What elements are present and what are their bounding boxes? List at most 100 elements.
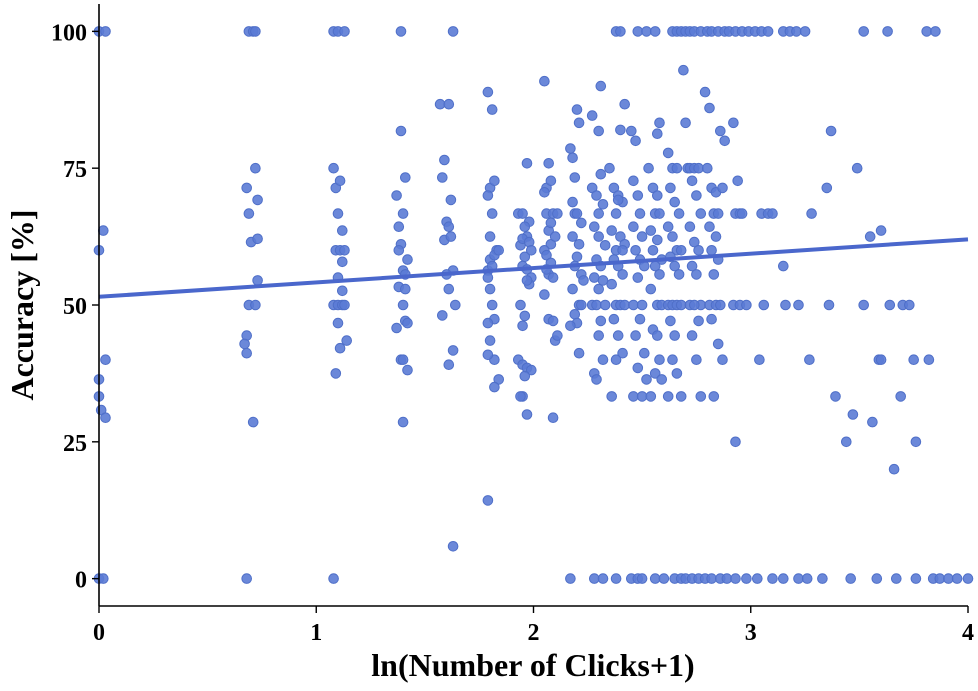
data-point [599, 299, 611, 311]
data-point [482, 272, 494, 283]
data-point [521, 158, 533, 169]
data-point [591, 374, 602, 385]
data-point [669, 196, 681, 208]
data-point [680, 117, 691, 129]
data-point [641, 374, 652, 385]
data-point [645, 225, 657, 236]
data-point [649, 368, 661, 379]
data-point [752, 573, 763, 584]
data-point [632, 362, 644, 374]
data-point [951, 573, 963, 584]
data-point [754, 354, 765, 366]
data-point [758, 299, 770, 311]
data-point [615, 26, 626, 37]
data-point [654, 269, 665, 280]
data-point [780, 299, 791, 311]
data-point [884, 299, 896, 311]
data-point [330, 368, 342, 379]
data-point [489, 175, 500, 187]
data-point [652, 190, 663, 201]
x-tick-label: 4 [962, 620, 974, 646]
data-point [628, 299, 639, 311]
data-point [519, 221, 531, 232]
data-point [328, 573, 339, 584]
data-point [437, 172, 448, 183]
data-point [595, 80, 607, 92]
data-point [337, 225, 348, 236]
data-point [654, 354, 665, 366]
data-point [515, 391, 526, 402]
data-point [567, 196, 578, 208]
data-point [519, 370, 531, 382]
data-point [599, 240, 611, 251]
data-point [793, 573, 804, 584]
data-point [706, 245, 717, 256]
data-point [962, 573, 974, 584]
data-point [693, 315, 704, 327]
data-point [597, 573, 609, 584]
data-point [639, 347, 650, 359]
data-point [567, 283, 578, 295]
data-point [250, 299, 261, 311]
data-point [904, 299, 915, 311]
data-point [632, 190, 644, 201]
data-point [636, 231, 648, 242]
data-point [778, 573, 789, 584]
data-point [434, 98, 446, 110]
data-point [665, 315, 676, 327]
data-point [671, 368, 683, 379]
data-point [482, 317, 494, 329]
data-point [543, 158, 555, 169]
data-point [252, 275, 263, 286]
data-point [695, 391, 707, 402]
data-point [628, 175, 639, 187]
data-point [654, 117, 665, 129]
data-point [443, 98, 455, 110]
data-point [875, 225, 887, 236]
data-point [571, 208, 583, 219]
data-point [665, 182, 676, 194]
data-point [630, 245, 641, 256]
data-point [439, 154, 450, 166]
data-point [547, 272, 559, 283]
data-point [443, 359, 455, 371]
data-point [704, 102, 715, 114]
data-point [339, 299, 350, 311]
data-point [484, 231, 496, 242]
data-point [400, 283, 411, 295]
data-point [632, 26, 644, 37]
data-point [617, 245, 628, 256]
data-point [397, 299, 409, 311]
data-point [617, 269, 628, 280]
data-point [875, 354, 887, 366]
data-point [649, 26, 661, 37]
y-tick-label: 100 [51, 20, 87, 46]
data-point [402, 364, 413, 376]
data-point [391, 190, 402, 201]
data-point [628, 221, 639, 232]
data-point [573, 239, 585, 250]
data-point [704, 221, 715, 232]
data-point [576, 299, 587, 311]
data-point [645, 283, 657, 295]
data-point [339, 245, 350, 256]
data-point [675, 391, 687, 402]
data-point [806, 208, 817, 219]
data-point [391, 322, 402, 334]
data-point [482, 86, 494, 98]
data-point [686, 330, 698, 341]
data-point [736, 208, 748, 219]
data-point [691, 354, 702, 366]
data-point [673, 208, 685, 219]
data-point [589, 221, 600, 232]
data-point [610, 573, 622, 584]
data-point [393, 245, 405, 256]
data-point [717, 182, 728, 194]
data-point [626, 125, 637, 137]
data-point [882, 26, 893, 37]
data-point [402, 254, 413, 265]
data-point [569, 309, 581, 320]
data-point [565, 143, 576, 154]
data-point [658, 573, 670, 584]
data-point [662, 147, 674, 159]
